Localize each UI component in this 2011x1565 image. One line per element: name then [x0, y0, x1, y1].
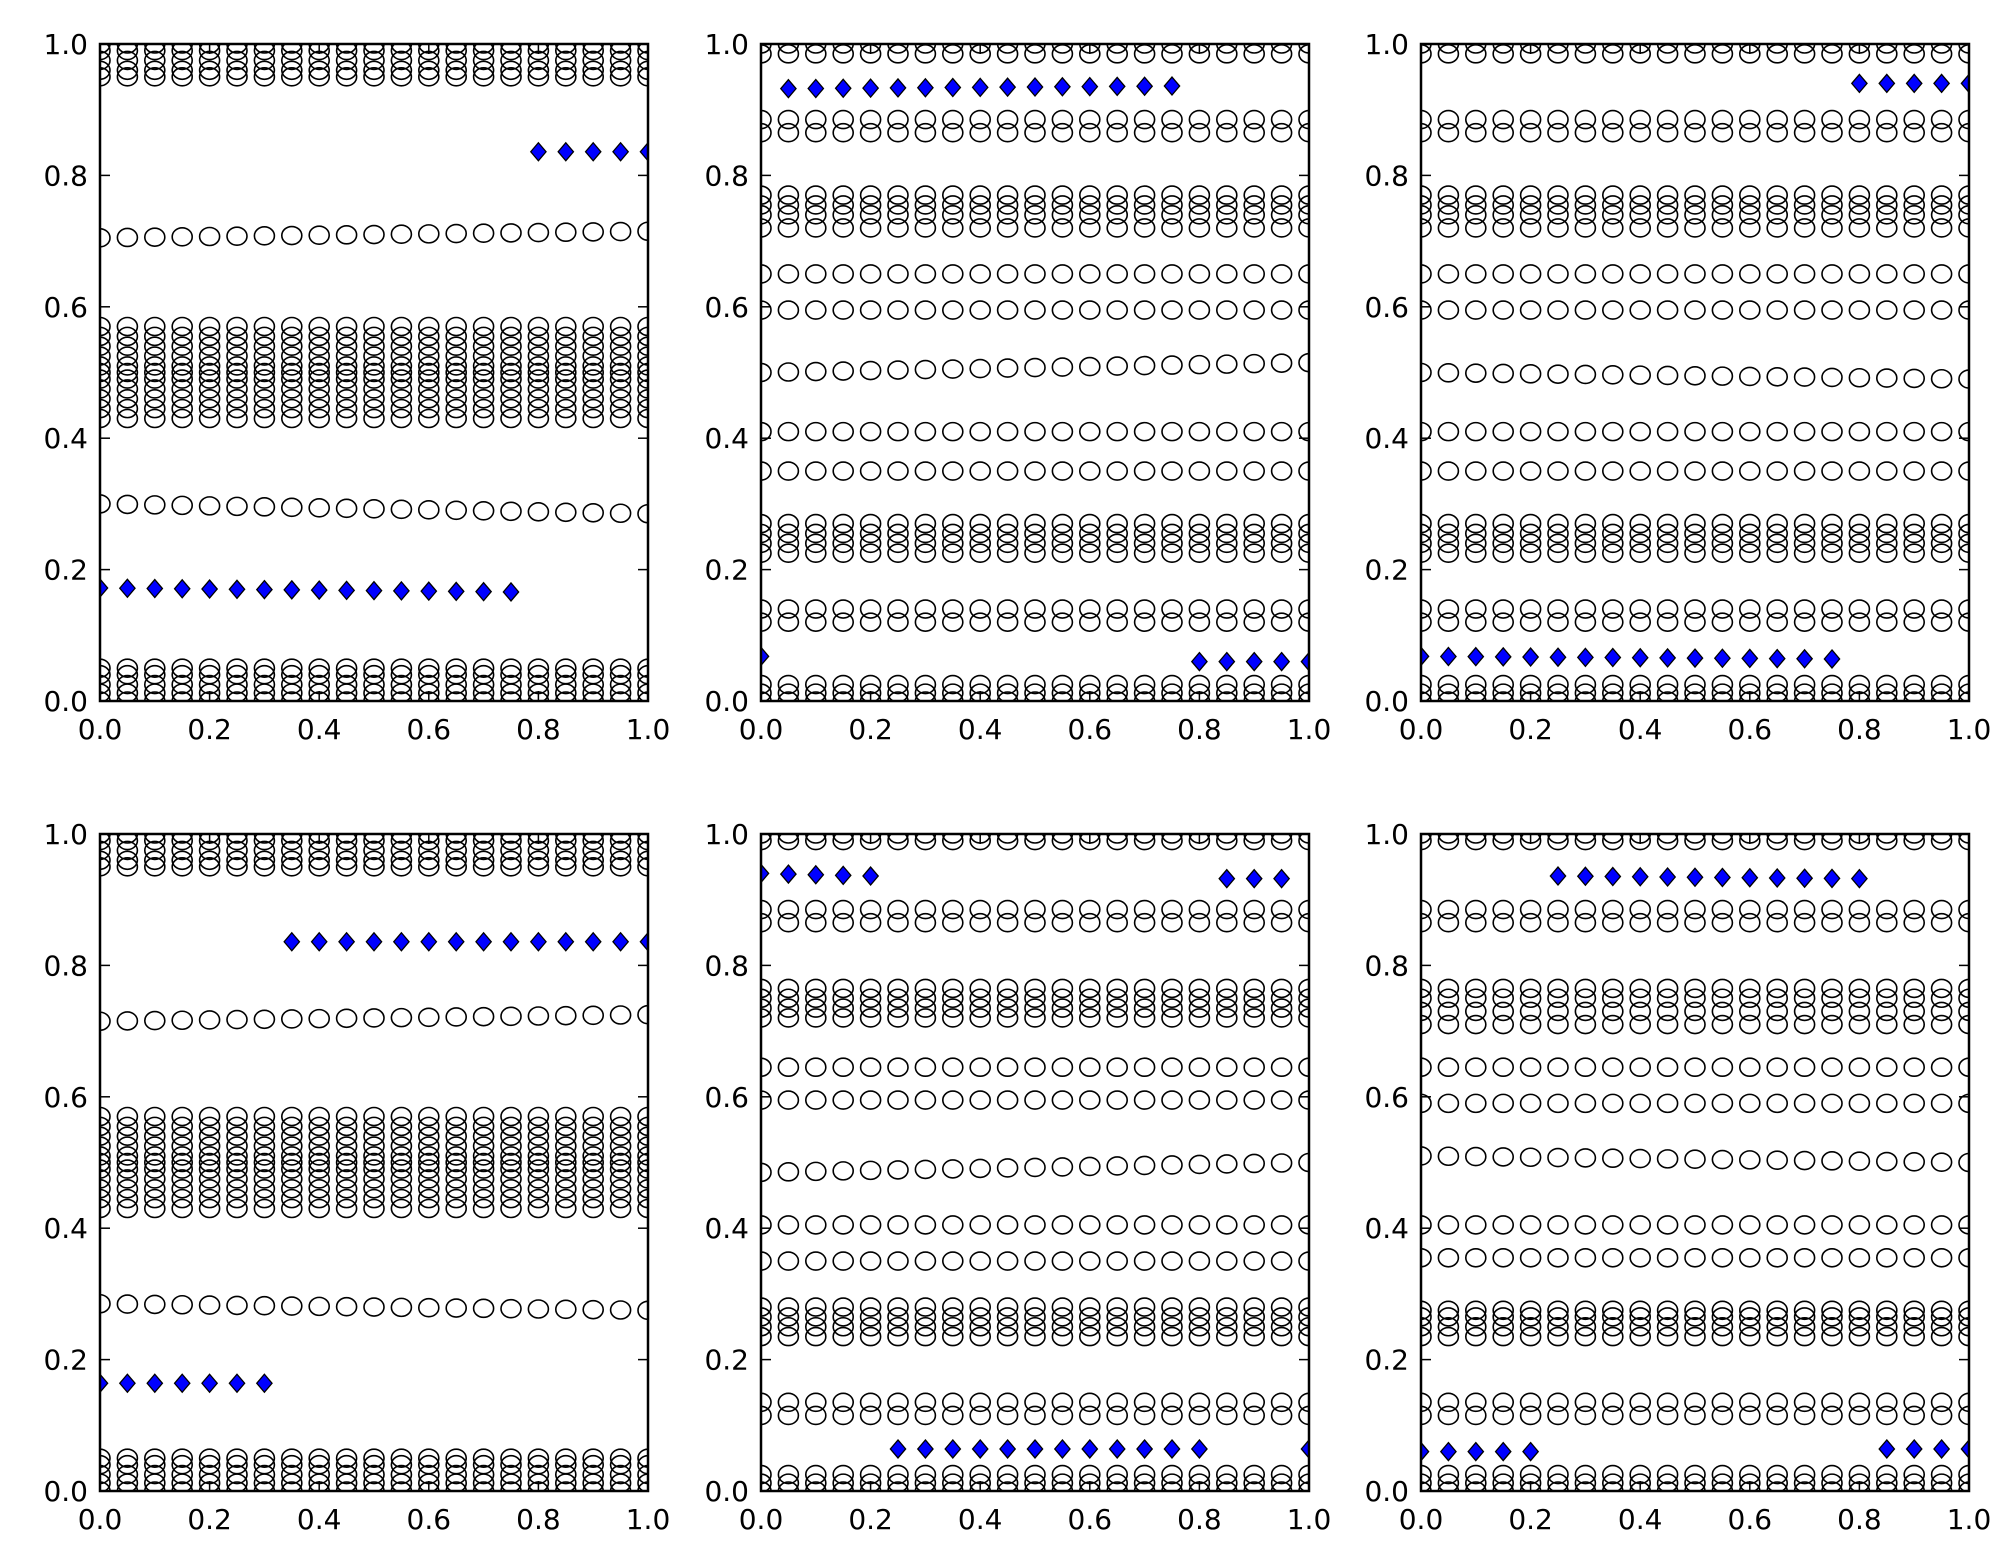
y-tick-label: 0.2 — [1364, 554, 1409, 587]
y-tick-label: 0.2 — [704, 1344, 749, 1377]
y-tick-label: 0.4 — [1364, 422, 1409, 455]
x-tick-label: 1.0 — [626, 713, 671, 746]
x-tick-label: 0.6 — [1068, 1503, 1113, 1536]
y-tick-label: 0.2 — [704, 554, 749, 587]
x-tick-label: 0.8 — [1177, 1503, 1222, 1536]
x-tick-label: 1.0 — [1947, 1503, 1992, 1536]
y-tick-label: 0.6 — [43, 291, 88, 324]
x-tick-label: 0.2 — [1508, 1503, 1553, 1536]
x-tick-label: 0.2 — [848, 1503, 893, 1536]
y-tick-label: 0.2 — [1364, 1344, 1409, 1377]
x-tick-label: 0.2 — [187, 713, 232, 746]
x-tick-label: 0.8 — [1177, 713, 1222, 746]
y-tick-label: 0.6 — [1364, 1081, 1409, 1114]
y-tick-label: 0.8 — [704, 949, 749, 982]
x-tick-label: 0.4 — [1618, 1503, 1663, 1536]
y-tick-label: 0.8 — [43, 949, 88, 982]
y-tick-label: 1.0 — [1364, 818, 1409, 851]
y-tick-label: 0.0 — [43, 685, 88, 718]
x-tick-label: 0.8 — [516, 713, 561, 746]
x-tick-label: 0.2 — [1508, 713, 1553, 746]
x-tick-label: 0.8 — [516, 1503, 561, 1536]
y-tick-label: 0.2 — [43, 1344, 88, 1377]
y-tick-label: 0.6 — [704, 1081, 749, 1114]
y-tick-label: 0.8 — [43, 159, 88, 192]
x-tick-label: 0.2 — [848, 713, 893, 746]
x-tick-label: 0.4 — [297, 1503, 342, 1536]
x-tick-label: 0.6 — [1068, 713, 1113, 746]
x-tick-label: 0.4 — [958, 1503, 1003, 1536]
y-tick-label: 0.4 — [43, 1212, 88, 1245]
y-tick-label: 0.4 — [704, 1212, 749, 1245]
x-tick-label: 0.6 — [407, 1503, 452, 1536]
y-tick-label: 0.6 — [43, 1081, 88, 1114]
y-tick-label: 0.4 — [43, 422, 88, 455]
x-tick-label: 0.8 — [1837, 713, 1882, 746]
x-tick-label: 0.6 — [1728, 1503, 1773, 1536]
y-tick-label: 1.0 — [43, 818, 88, 851]
x-tick-label: 0.4 — [297, 713, 342, 746]
x-tick-label: 0.4 — [1618, 713, 1663, 746]
x-tick-label: 1.0 — [1947, 713, 1992, 746]
y-tick-label: 0.0 — [704, 685, 749, 718]
y-tick-label: 0.8 — [1364, 949, 1409, 982]
x-tick-label: 1.0 — [1287, 1503, 1332, 1536]
y-tick-label: 0.8 — [704, 159, 749, 192]
y-tick-label: 0.0 — [1364, 685, 1409, 718]
x-tick-label: 0.4 — [958, 713, 1003, 746]
y-tick-label: 0.2 — [43, 554, 88, 587]
y-tick-label: 0.6 — [704, 291, 749, 324]
y-tick-label: 1.0 — [704, 818, 749, 851]
y-tick-label: 0.6 — [1364, 291, 1409, 324]
y-tick-label: 0.4 — [1364, 1212, 1409, 1245]
x-tick-label: 1.0 — [626, 1503, 671, 1536]
y-tick-label: 1.0 — [1364, 28, 1409, 61]
x-tick-label: 0.2 — [187, 1503, 232, 1536]
y-tick-label: 0.0 — [704, 1475, 749, 1508]
y-tick-label: 1.0 — [704, 28, 749, 61]
y-tick-label: 0.8 — [1364, 159, 1409, 192]
y-tick-label: 0.0 — [1364, 1475, 1409, 1508]
x-tick-label: 0.6 — [407, 713, 452, 746]
x-tick-label: 0.8 — [1837, 1503, 1882, 1536]
x-tick-label: 1.0 — [1287, 713, 1332, 746]
y-tick-label: 1.0 — [43, 28, 88, 61]
y-tick-label: 0.4 — [704, 422, 749, 455]
y-tick-label: 0.0 — [43, 1475, 88, 1508]
x-tick-label: 0.6 — [1728, 713, 1773, 746]
